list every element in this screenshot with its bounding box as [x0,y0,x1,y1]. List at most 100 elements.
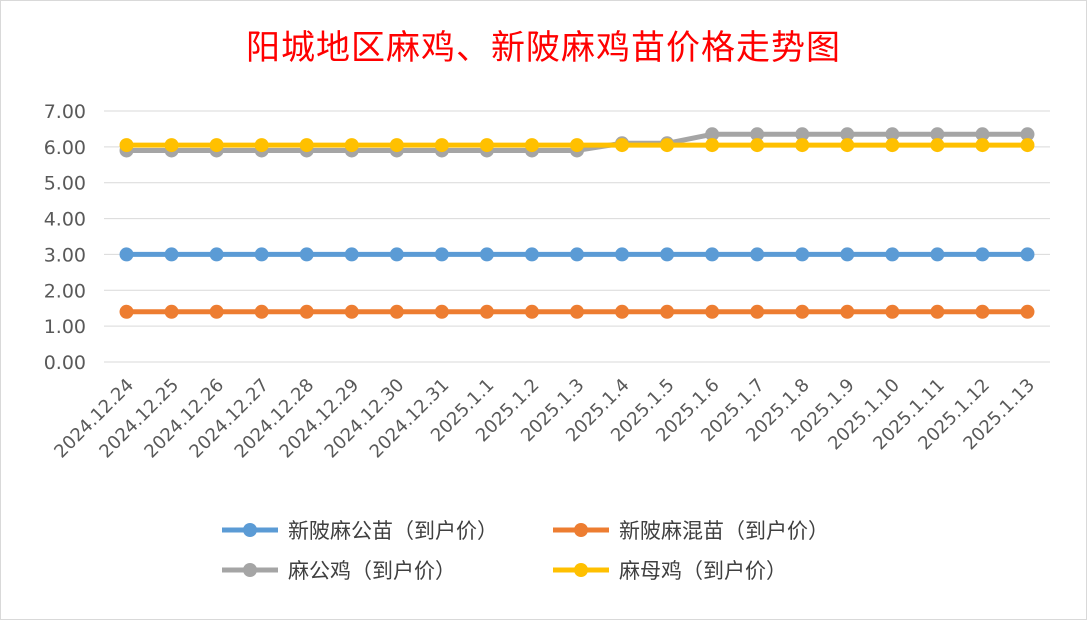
data-point [570,138,584,153]
data-point [524,247,539,262]
legend-item[interactable]: 新陂麻公苗（到户价） [222,519,498,543]
data-point [1020,304,1035,319]
data-point [524,304,539,319]
legend-item[interactable]: 麻公鸡（到户价） [222,559,456,583]
data-point [615,138,630,153]
data-point [795,138,810,153]
legend-item[interactable]: 新陂麻混苗（到户价） [553,519,829,543]
data-point [434,247,449,262]
data-point [570,247,584,262]
data-point [840,247,855,262]
series-3 [119,138,1035,153]
data-point [254,247,269,262]
y-tick-label: 2.00 [44,280,86,302]
data-point [885,247,900,262]
y-tick-label: 7.00 [44,101,86,123]
legend-swatch-marker [243,563,257,577]
series-1 [119,304,1035,319]
data-point [479,247,494,262]
y-tick-label: 1.00 [44,316,86,338]
data-point [1020,247,1035,262]
y-tick-label: 6.00 [44,137,86,159]
data-point [660,138,675,153]
data-point [705,138,720,153]
data-point [389,138,404,153]
data-point [164,304,179,319]
x-axis-ticks: 2024.12.242024.12.252024.12.262024.12.27… [50,375,1039,463]
data-point [479,304,494,319]
data-point [975,247,990,262]
data-point [119,247,134,262]
data-point [930,127,945,142]
data-point [1020,138,1035,153]
data-point [885,304,900,319]
data-point [344,138,359,153]
data-point [344,304,359,319]
data-point [209,304,224,319]
data-point [479,138,494,153]
legend-swatch-marker [574,563,588,577]
data-point [209,247,224,262]
y-tick-label: 0.00 [44,352,86,374]
data-point [524,138,539,153]
data-point [660,304,675,319]
data-point [750,127,765,142]
data-point [434,304,449,319]
data-point [1020,127,1035,142]
data-point [930,247,945,262]
data-point [389,247,404,262]
data-point [705,127,720,142]
data-point [299,304,314,319]
chart-title: 阳城地区麻鸡、新陂麻鸡苗价格走势图 [246,28,841,68]
data-point [885,127,900,142]
legend-label: 麻公鸡（到户价） [288,559,456,583]
data-point [795,127,810,142]
y-tick-label: 3.00 [44,244,86,266]
y-tick-label: 4.00 [44,209,86,231]
data-point [119,138,134,153]
data-point [434,138,449,153]
data-point [209,138,224,153]
data-point [975,304,990,319]
data-point [705,247,720,262]
data-point [344,247,359,262]
data-point [795,304,810,319]
data-point [164,247,179,262]
data-point [299,247,314,262]
data-point [750,247,765,262]
legend-swatch-marker [574,523,588,537]
data-point [750,138,765,153]
legend-label: 新陂麻混苗（到户价） [619,519,829,543]
data-point [840,304,855,319]
data-point [840,138,855,153]
data-point [750,304,765,319]
legend-label: 麻母鸡（到户价） [619,559,787,583]
legend: 新陂麻公苗（到户价） 新陂麻混苗（到户价） 麻公鸡（到户价） 麻母鸡（到户价） [222,519,829,583]
data-point [975,138,990,153]
data-point [930,138,945,153]
data-point [615,304,630,319]
legend-item[interactable]: 麻母鸡（到户价） [553,559,787,583]
legend-label: 新陂麻公苗（到户价） [288,519,498,543]
data-point [930,304,945,319]
series-0 [119,247,1035,262]
data-point [119,304,134,319]
data-point [299,138,314,153]
y-tick-label: 5.00 [44,173,86,195]
series-lines [119,127,1035,319]
data-point [570,304,584,319]
data-point [164,138,179,153]
data-point [885,138,900,153]
data-point [705,304,720,319]
data-point [795,247,810,262]
data-point [254,138,269,153]
data-point [975,127,990,142]
legend-swatch-marker [243,523,257,537]
data-point [840,127,855,142]
data-point [389,304,404,319]
data-point [660,247,675,262]
data-point [254,304,269,319]
y-axis-ticks: 0.00 1.00 2.00 3.00 4.00 5.00 6.00 7.00 [44,101,86,374]
data-point [615,247,630,262]
